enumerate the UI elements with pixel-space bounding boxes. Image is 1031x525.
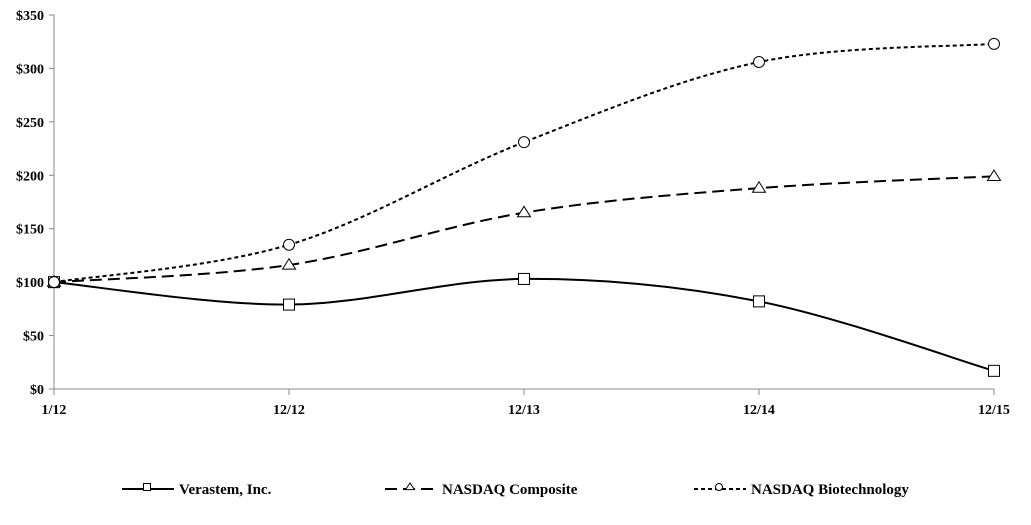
data-point-circle: [988, 37, 1000, 50]
x-tick-label: 12/13: [508, 403, 540, 418]
series-line: [53, 175, 995, 284]
y-tick-label: $300: [16, 62, 44, 77]
data-point-square: [753, 295, 765, 308]
data-point-circle: [753, 56, 765, 69]
y-tick-label: $100: [16, 276, 44, 291]
data-point-square: [518, 272, 530, 285]
y-tick-label: $250: [16, 116, 44, 131]
data-point-circle: [283, 238, 295, 251]
legend-marker: [143, 483, 151, 491]
series-line: [53, 42, 995, 284]
data-point-square: [988, 364, 1000, 377]
x-tick-label: 12/14: [743, 403, 775, 418]
x-tick-label: 1/12: [42, 403, 67, 418]
data-point-triangle: [751, 180, 767, 193]
x-tick-label: 12/15: [978, 403, 1010, 418]
data-point-triangle: [281, 257, 297, 270]
legend-marker: [404, 482, 416, 491]
y-tick-label: $0: [30, 383, 44, 398]
data-point-square: [283, 298, 295, 311]
data-point-circle: [518, 136, 530, 149]
data-point-triangle: [516, 205, 532, 218]
legend-marker: [715, 483, 723, 491]
y-tick-label: $150: [16, 223, 44, 238]
data-point-triangle: [986, 169, 1002, 181]
legend-label: NASDAQ Biotechnology: [751, 482, 909, 498]
y-tick-label: $350: [16, 9, 44, 24]
data-point-circle: [48, 276, 60, 289]
x-tick-label: 12/12: [273, 403, 305, 418]
legend-label: NASDAQ Composite: [442, 482, 578, 498]
y-tick-label: $50: [23, 330, 44, 345]
legend-label: Verastem, Inc.: [179, 482, 272, 498]
series-line: [53, 277, 995, 372]
y-tick-label: $200: [16, 169, 44, 184]
